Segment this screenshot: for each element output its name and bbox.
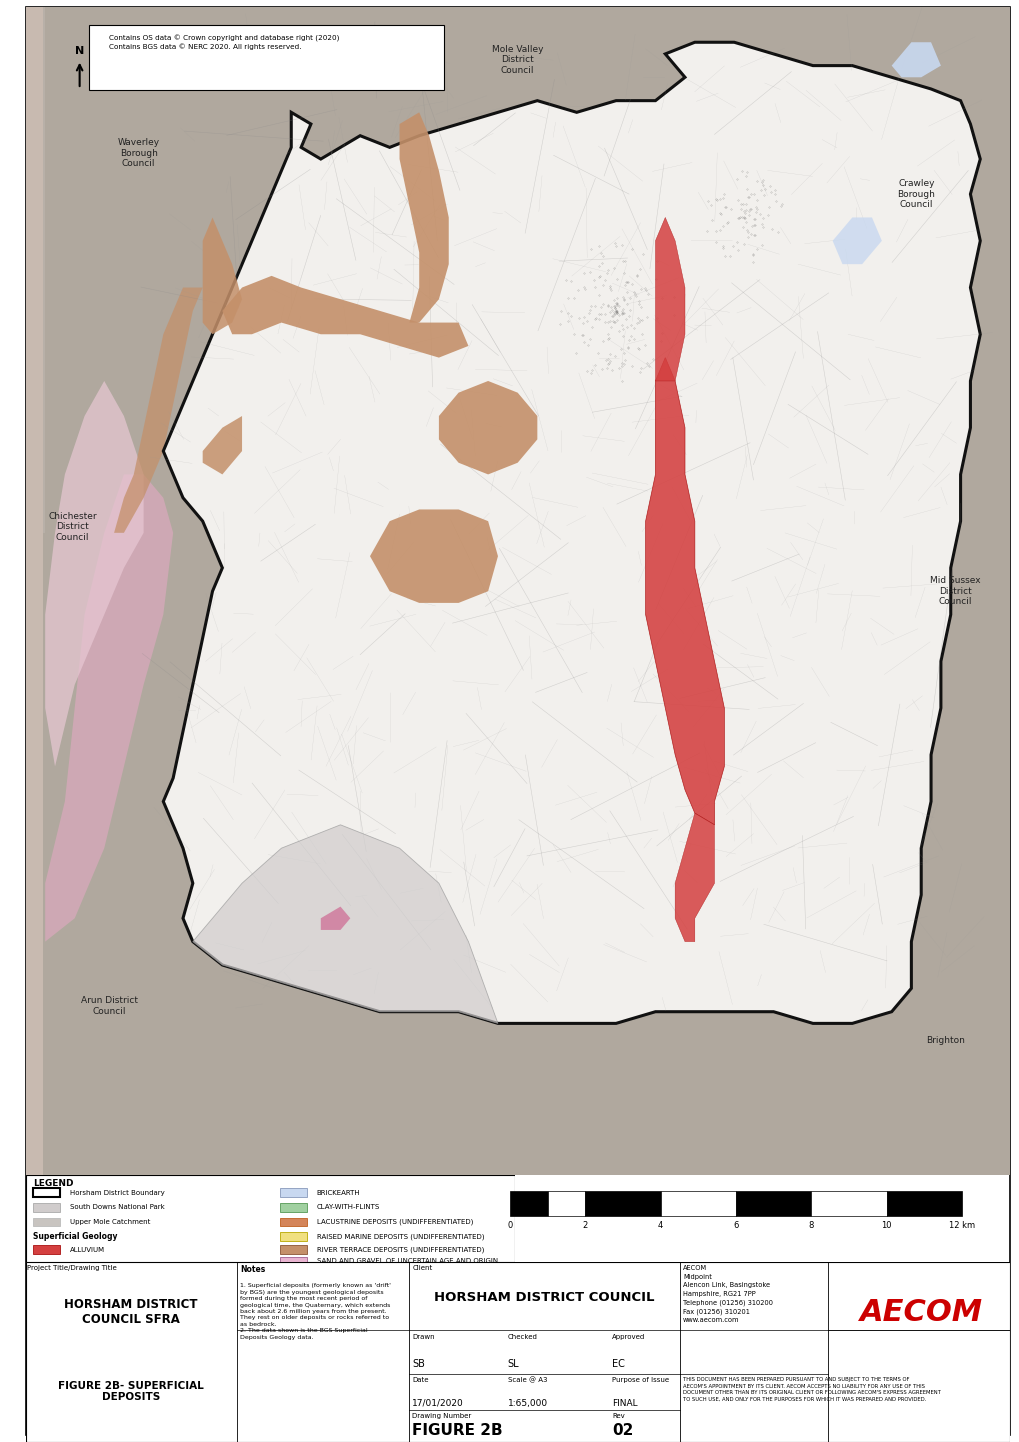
Polygon shape	[193, 825, 497, 1024]
Text: LACUSTRINE DEPOSITS (UNDIFFERENTIATED): LACUSTRINE DEPOSITS (UNDIFFERENTIATED)	[317, 1218, 473, 1226]
Text: Brighton: Brighton	[925, 1037, 964, 1045]
Text: 1. Superficial deposits (formerly known as 'drift'
by BGS) are the youngest geol: 1. Superficial deposits (formerly known …	[239, 1283, 390, 1340]
Polygon shape	[203, 218, 242, 335]
Text: Approved: Approved	[611, 1334, 645, 1340]
Polygon shape	[203, 415, 242, 474]
Bar	[585, 1191, 660, 1216]
Text: Date: Date	[412, 1377, 428, 1383]
Text: RIVER TERRACE DEPOSITS (UNDIFFERENTIATED): RIVER TERRACE DEPOSITS (UNDIFFERENTIATED…	[317, 1246, 484, 1253]
Bar	[280, 1188, 307, 1197]
Text: Mid Sussex
District
Council: Mid Sussex District Council	[929, 577, 980, 606]
Text: RAISED MARINE DEPOSITS (UNDIFFERENTIATED): RAISED MARINE DEPOSITS (UNDIFFERENTIATED…	[317, 1233, 484, 1240]
Text: Purpose of Issue: Purpose of Issue	[611, 1377, 668, 1383]
Polygon shape	[832, 218, 881, 264]
Text: EC: EC	[611, 1358, 625, 1368]
Bar	[33, 1188, 60, 1197]
Text: CLAY-WITH-FLINTS: CLAY-WITH-FLINTS	[317, 1204, 380, 1210]
Polygon shape	[645, 358, 723, 825]
Text: Drawn: Drawn	[412, 1334, 434, 1340]
Bar	[547, 1191, 585, 1216]
Bar	[33, 1203, 60, 1211]
Text: LEGEND: LEGEND	[33, 1178, 73, 1188]
Text: AECOM
Midpoint
Alencon Link, Basingstoke
Hampshire, RG21 7PP
Telephone (01256) 3: AECOM Midpoint Alencon Link, Basingstoke…	[683, 1266, 772, 1324]
Text: Crawley
Borough
Council: Crawley Borough Council	[897, 179, 934, 209]
Text: 2: 2	[582, 1221, 587, 1230]
Text: Arun District
Council: Arun District Council	[81, 996, 138, 1015]
Text: Client: Client	[412, 1266, 432, 1272]
Text: SL: SL	[507, 1358, 519, 1368]
Polygon shape	[114, 287, 203, 532]
Text: FIGURE 2B- SUPERFICIAL
DEPOSITS: FIGURE 2B- SUPERFICIAL DEPOSITS	[58, 1381, 204, 1402]
Bar	[33, 1217, 60, 1226]
Text: South Downs National Park: South Downs National Park	[69, 1204, 164, 1210]
Text: SAND AND GRAVEL OF UNCERTAIN AGE AND ORIGIN: SAND AND GRAVEL OF UNCERTAIN AGE AND ORI…	[317, 1257, 497, 1263]
Bar	[280, 1203, 307, 1211]
Text: 6: 6	[733, 1221, 738, 1230]
Text: Waverley
Borough
Council: Waverley Borough Council	[117, 138, 160, 169]
Text: Checked: Checked	[507, 1334, 537, 1340]
Text: Chichester
District
Council: Chichester District Council	[48, 512, 97, 542]
Text: 4: 4	[657, 1221, 662, 1230]
Text: Rev: Rev	[611, 1413, 625, 1419]
Text: BRICKEARTH: BRICKEARTH	[317, 1190, 360, 1195]
Text: Contains OS data © Crown copyright and database right (2020)
Contains BGS data ©: Contains OS data © Crown copyright and d…	[109, 35, 339, 50]
Polygon shape	[655, 218, 685, 381]
Polygon shape	[438, 381, 537, 474]
Text: 1:65,000: 1:65,000	[507, 1399, 547, 1407]
Text: ALLUVIUM: ALLUVIUM	[69, 1247, 105, 1253]
Text: SB: SB	[412, 1358, 425, 1368]
Polygon shape	[891, 42, 940, 78]
Text: 02: 02	[611, 1423, 633, 1439]
Bar	[810, 1191, 886, 1216]
Bar	[280, 1256, 307, 1265]
Polygon shape	[45, 474, 173, 942]
Text: AECOM: AECOM	[859, 1298, 982, 1327]
Polygon shape	[320, 907, 350, 930]
Text: 8: 8	[808, 1221, 813, 1230]
Text: 12 km: 12 km	[948, 1221, 974, 1230]
Polygon shape	[45, 381, 144, 767]
Text: HORSHAM DISTRICT COUNCIL: HORSHAM DISTRICT COUNCIL	[433, 1291, 654, 1305]
Bar	[660, 1191, 736, 1216]
Text: Drawing Number: Drawing Number	[412, 1413, 471, 1419]
Text: Mole Valley
District
Council: Mole Valley District Council	[491, 45, 543, 75]
Text: HORSHAM DISTRICT
COUNCIL SFRA: HORSHAM DISTRICT COUNCIL SFRA	[64, 1298, 198, 1327]
Bar	[280, 1246, 307, 1255]
Text: Scale @ A3: Scale @ A3	[507, 1377, 547, 1383]
Text: N: N	[75, 46, 85, 56]
Bar	[510, 1191, 547, 1216]
Bar	[33, 1246, 60, 1255]
Text: THIS DOCUMENT HAS BEEN PREPARED PURSUANT TO AND SUBJECT TO THE TERMS OF
AECOM'S : THIS DOCUMENT HAS BEEN PREPARED PURSUANT…	[683, 1377, 940, 1402]
Text: Upper Mole Catchment: Upper Mole Catchment	[69, 1218, 150, 1224]
Text: Notes: Notes	[239, 1266, 265, 1275]
Text: FIGURE 2B: FIGURE 2B	[412, 1423, 502, 1439]
Bar	[280, 1233, 307, 1242]
Polygon shape	[399, 112, 448, 323]
Text: FINAL: FINAL	[611, 1399, 637, 1407]
Polygon shape	[675, 813, 713, 942]
Text: 10: 10	[880, 1221, 891, 1230]
Bar	[886, 1191, 961, 1216]
Bar	[25, 7, 43, 1175]
Bar	[280, 1217, 307, 1226]
FancyBboxPatch shape	[90, 25, 443, 91]
Bar	[736, 1191, 810, 1216]
Text: Project Title/Drawing Title: Project Title/Drawing Title	[28, 1266, 117, 1272]
Polygon shape	[163, 42, 979, 1024]
Text: Superficial Geology: Superficial Geology	[33, 1231, 117, 1242]
Text: 17/01/2020: 17/01/2020	[412, 1399, 464, 1407]
Polygon shape	[222, 275, 468, 358]
Text: Horsham District Boundary: Horsham District Boundary	[69, 1190, 164, 1195]
Text: 0: 0	[506, 1221, 513, 1230]
Polygon shape	[25, 7, 45, 532]
Polygon shape	[370, 509, 497, 603]
